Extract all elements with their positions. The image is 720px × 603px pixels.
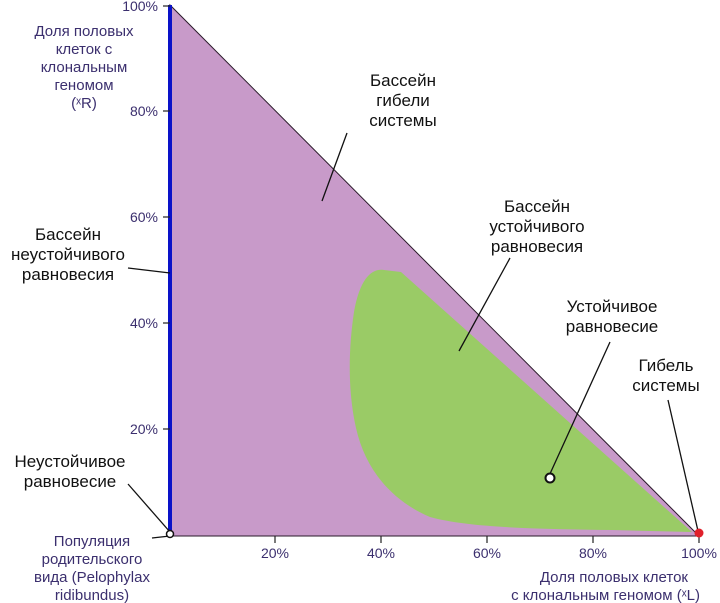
svg-text:равновесия: равновесия	[22, 265, 114, 284]
svg-text:с клональным геномом (ˣL): с клональным геномом (ˣL)	[511, 587, 700, 603]
x-axis-title: Доля половых клеток с клональным геномом…	[511, 569, 700, 603]
svg-text:ridibundus): ridibundus)	[55, 587, 129, 603]
svg-text:устойчивого: устойчивого	[489, 217, 584, 236]
label-basin-death: Бассейн гибели системы	[369, 71, 436, 130]
y-tick-100: 100%	[122, 0, 158, 14]
label-parent-population: Популяция родительского вида (Pelophylax…	[34, 533, 150, 603]
unstable-equilibrium-point	[165, 529, 175, 539]
svg-text:Бассейн: Бассейн	[504, 197, 570, 216]
label-stable-equilibrium: Устойчивое равновесие	[566, 297, 659, 336]
basin-stable-region	[349, 269, 692, 532]
svg-text:вида (Pelophylax: вида (Pelophylax	[34, 569, 150, 586]
y-tick-80: 80%	[130, 103, 158, 119]
svg-text:клональным: клональным	[41, 59, 128, 76]
x-tick-marks	[274, 536, 700, 543]
svg-text:Устойчивое: Устойчивое	[567, 297, 658, 316]
svg-text:гибели: гибели	[376, 91, 430, 110]
svg-text:геномом: геномом	[54, 77, 113, 94]
y-tick-20: 20%	[130, 421, 158, 437]
stable-equilibrium-point	[544, 472, 556, 484]
x-tick-100: 100%	[681, 545, 717, 561]
svg-text:равновесие: равновесие	[24, 472, 117, 491]
svg-text:Популяция: Популяция	[54, 533, 130, 550]
y-axis-title: Доля половых клеток с клональным геномом…	[34, 23, 134, 112]
svg-text:Доля половых: Доля половых	[34, 23, 134, 40]
y-tick-marks	[163, 5, 170, 430]
label-basin-unstable: Бассейн неустойчивого равновесия	[11, 225, 125, 284]
svg-text:Бассейн: Бассейн	[370, 71, 436, 90]
svg-text:Неустойчивое: Неустойчивое	[15, 452, 126, 471]
svg-text:родительского: родительского	[42, 551, 143, 568]
svg-text:равновесие: равновесие	[566, 317, 659, 336]
x-tick-60: 60%	[473, 545, 501, 561]
label-death: Гибель системы	[632, 356, 699, 395]
svg-text:Бассейн: Бассейн	[35, 225, 101, 244]
y-tick-60: 60%	[130, 209, 158, 225]
svg-text:системы: системы	[369, 111, 436, 130]
x-tick-20: 20%	[261, 545, 289, 561]
svg-text:неустойчивого: неустойчивого	[11, 245, 125, 264]
svg-text:(ˣR): (ˣR)	[71, 95, 97, 112]
svg-text:системы: системы	[632, 376, 699, 395]
y-tick-40: 40%	[130, 315, 158, 331]
svg-text:клеток с: клеток с	[56, 41, 113, 58]
death-point	[694, 528, 704, 538]
svg-text:Доля половых клеток: Доля половых клеток	[540, 569, 689, 586]
leader-lines	[127, 132, 699, 539]
x-tick-80: 80%	[579, 545, 607, 561]
label-basin-stable: Бассейн устойчивого равновесия	[489, 197, 584, 256]
svg-text:равновесия: равновесия	[491, 237, 583, 256]
svg-text:Гибель: Гибель	[639, 356, 694, 375]
label-unstable-equilibrium: Неустойчивое равновесие	[15, 452, 126, 491]
x-tick-40: 40%	[367, 545, 395, 561]
